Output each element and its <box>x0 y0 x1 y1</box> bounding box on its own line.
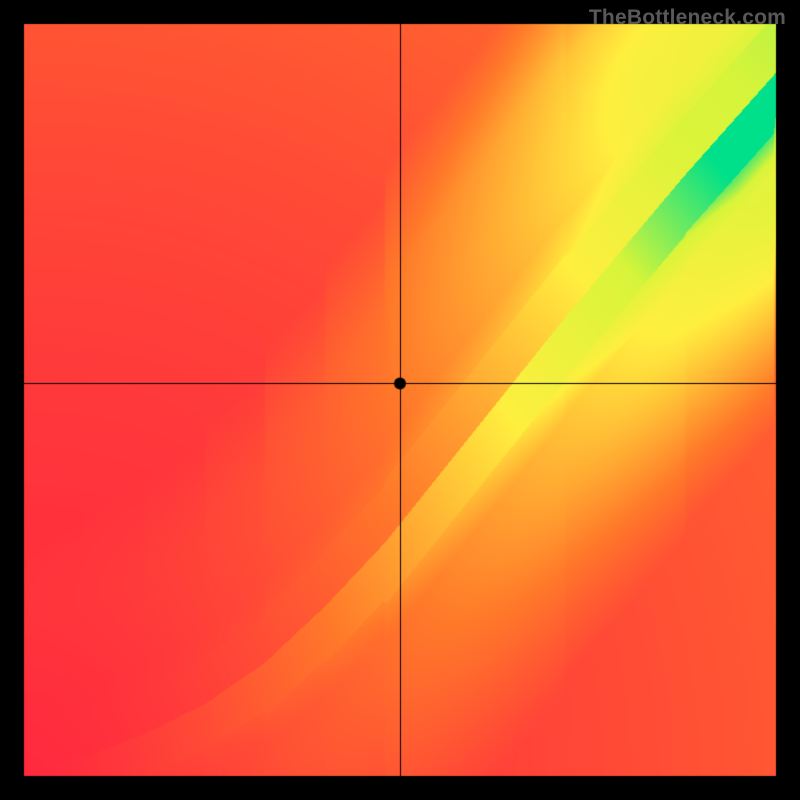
chart-container: { "watermark": { "text": "TheBottleneck.… <box>0 0 800 800</box>
bottleneck-heatmap-canvas <box>0 0 800 800</box>
watermark-text: TheBottleneck.com <box>589 6 786 30</box>
